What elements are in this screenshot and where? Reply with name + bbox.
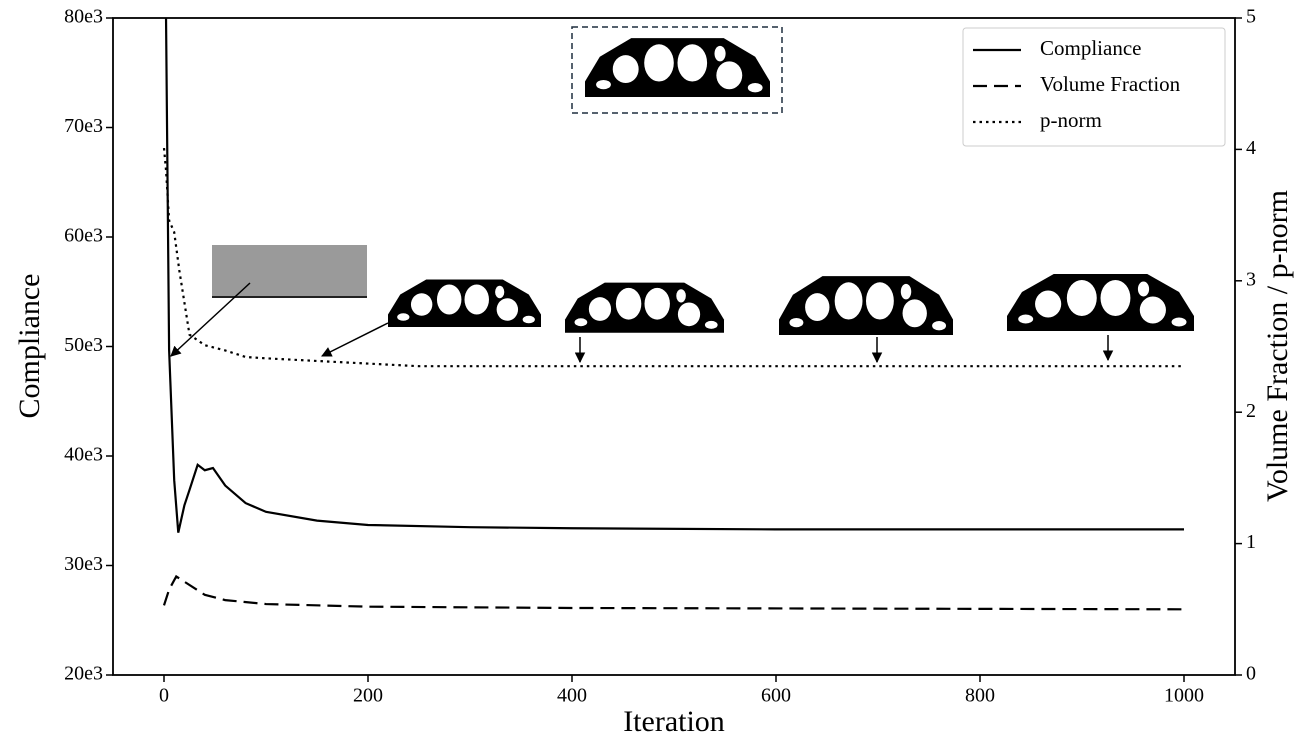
- legend: Compliance Volume Fraction p-norm: [962, 27, 1226, 147]
- line-series: [162, 147, 1184, 368]
- legend-label: p-norm: [1040, 108, 1102, 132]
- y-tick-label: 40e3: [64, 444, 103, 466]
- x-tick-label: 0: [159, 685, 169, 707]
- y-tick-label: 70e3: [64, 115, 103, 137]
- x-tick-label: 200: [353, 685, 383, 707]
- y-tick-label: 80e3: [64, 6, 103, 28]
- y-tick-label: 50e3: [64, 334, 103, 356]
- legend-label: Volume Fraction: [1040, 72, 1181, 96]
- x-tick-label: 600: [761, 685, 791, 707]
- line-series: [164, 18, 1184, 533]
- x-axis-label: Iteration: [623, 705, 725, 738]
- line-series: [162, 574, 1185, 611]
- y2-axis-label: Volume Fraction / p-norm: [1261, 190, 1294, 502]
- y2-tick-label: 1: [1246, 531, 1256, 553]
- y-axis-label: Compliance: [13, 274, 46, 419]
- y2-tick-label: 0: [1246, 663, 1256, 685]
- y2-tick-label: 5: [1246, 6, 1256, 28]
- y-tick-label: 20e3: [64, 663, 103, 685]
- y2-tick-label: 2: [1246, 400, 1256, 422]
- legend-label: Compliance: [1040, 36, 1141, 60]
- plot-lines: [162, 18, 1185, 611]
- y-tick-label: 60e3: [64, 225, 103, 247]
- topology-insets: [170, 26, 1194, 364]
- y2-tick-label: 3: [1246, 268, 1256, 290]
- x-tick-label: 800: [965, 685, 995, 707]
- legend-box: [962, 27, 1226, 147]
- y2-tick-label: 4: [1246, 137, 1256, 159]
- x-tick-label: 400: [557, 685, 587, 707]
- plot-frame: [112, 17, 1236, 676]
- x-tick-label: 1000: [1164, 685, 1204, 707]
- y-tick-label: 30e3: [64, 553, 103, 575]
